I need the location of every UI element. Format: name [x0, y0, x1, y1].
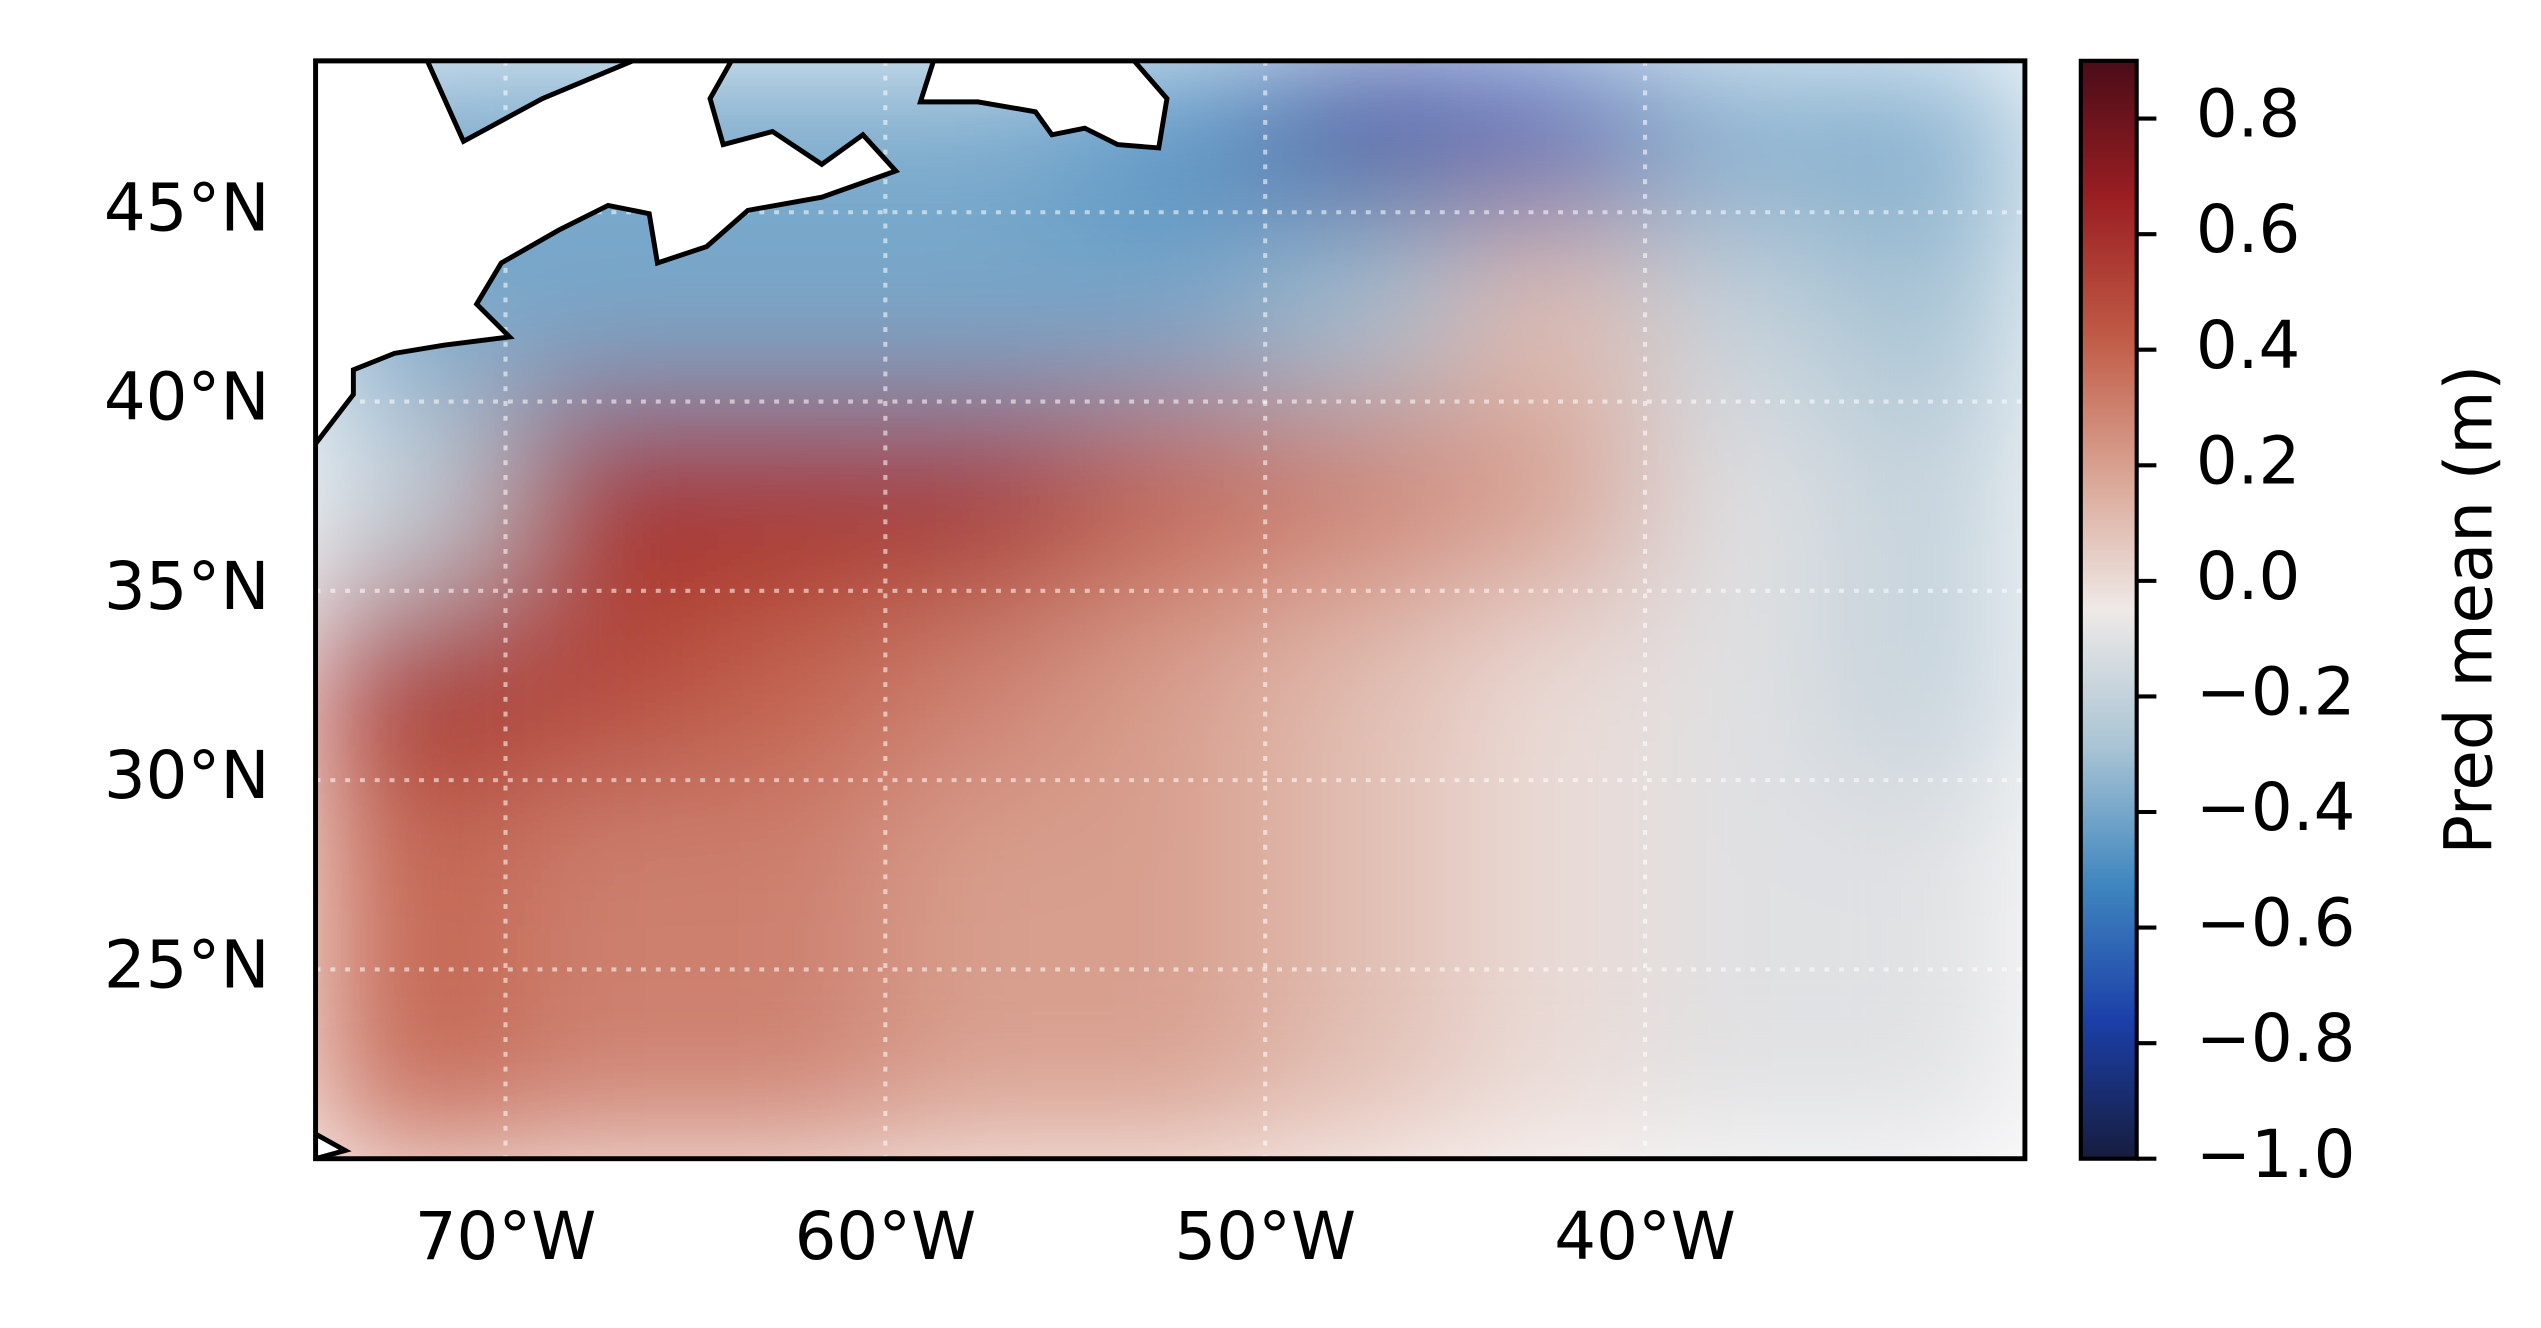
cell	[1264, 779, 1456, 971]
colorbar-tick-label: 0.2	[2196, 422, 2301, 499]
cell	[1644, 968, 1836, 1159]
cell	[1644, 211, 1836, 403]
cell	[694, 968, 887, 1159]
cell	[504, 400, 697, 592]
y-tick-label: 35°N	[104, 548, 270, 625]
colorbar-tick-label: 0.4	[2196, 307, 2301, 384]
cell	[1454, 60, 1646, 214]
cell	[1074, 400, 1267, 592]
land	[315, 60, 901, 448]
colorbar-tick-label: −1.0	[2196, 1116, 2356, 1193]
cell	[1454, 400, 1646, 592]
cell	[1074, 779, 1267, 971]
cell	[1454, 590, 1646, 781]
cell	[504, 779, 697, 971]
y-tick-label: 40°N	[104, 359, 270, 436]
colorbar-tick-label: −0.4	[2196, 769, 2356, 846]
cell	[1834, 968, 2025, 1159]
cell	[1454, 211, 1646, 403]
cell	[694, 211, 887, 403]
x-tick-label: 50°W	[1174, 1198, 1356, 1275]
cell	[884, 590, 1077, 781]
axes-frame	[313, 58, 2028, 1162]
colorbar-tick-label: −0.8	[2196, 1000, 2356, 1077]
cell	[1264, 211, 1456, 403]
y-tick-label: 25°N	[104, 926, 270, 1003]
land	[917, 60, 1170, 151]
cell	[315, 400, 507, 592]
cell	[1834, 590, 2025, 781]
cell	[315, 590, 507, 781]
cell	[694, 590, 887, 781]
cell	[1454, 779, 1646, 971]
cell	[1834, 779, 2025, 971]
colorbar	[2078, 58, 2139, 1161]
cell	[1264, 400, 1456, 592]
cell	[1074, 211, 1267, 403]
cell	[1644, 779, 1836, 971]
colorbar-tick-label: 0.0	[2196, 538, 2301, 615]
cell	[504, 590, 697, 781]
x-tick-label: 60°W	[795, 1198, 977, 1275]
cell	[1454, 968, 1646, 1159]
cell	[1644, 400, 1836, 592]
cell	[315, 779, 507, 971]
cell	[1644, 60, 1836, 214]
cell	[1264, 590, 1456, 781]
cell	[884, 968, 1077, 1159]
cell	[1644, 590, 1836, 781]
map-area	[315, 60, 2025, 1159]
colorbar-tick-label: −0.2	[2196, 654, 2356, 731]
cell	[1074, 968, 1267, 1159]
colorbar-tick-label: −0.6	[2196, 885, 2356, 962]
cell	[504, 968, 697, 1159]
cell	[884, 400, 1077, 592]
graticule	[315, 60, 2025, 1159]
colorbar-tick-label: 0.6	[2196, 191, 2301, 268]
cell	[694, 400, 887, 592]
cell	[1264, 968, 1456, 1159]
cell	[1074, 590, 1267, 781]
x-tick-label: 70°W	[415, 1198, 597, 1275]
cell	[694, 779, 887, 971]
cell	[884, 779, 1077, 971]
colorbar-label: Pred mean (m)	[2431, 365, 2508, 855]
cell	[1834, 211, 2025, 403]
cell	[1834, 60, 2025, 214]
y-tick-label: 45°N	[104, 169, 270, 246]
cell	[884, 211, 1077, 403]
x-tick-label: 40°W	[1554, 1198, 1736, 1275]
coastline	[315, 60, 1170, 1159]
cell	[315, 968, 507, 1159]
colorbar-tick-label: 0.8	[2196, 76, 2301, 153]
cell	[1834, 400, 2025, 592]
y-tick-label: 30°N	[104, 737, 270, 814]
land	[315, 1131, 352, 1159]
cell	[1264, 60, 1456, 214]
